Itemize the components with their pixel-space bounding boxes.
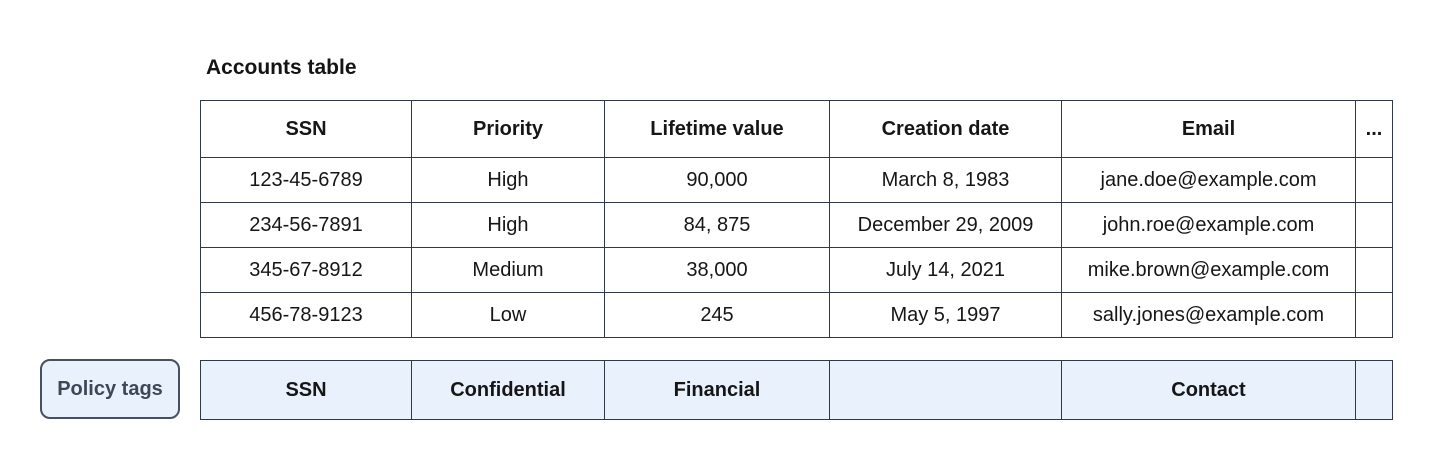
cell-lifetime-value: 245 [604, 292, 830, 338]
accounts-table: SSN Priority Lifetime value Creation dat… [200, 100, 1393, 338]
policy-tag-cells: SSN Confidential Financial Contact [200, 360, 1393, 420]
cell-priority: High [411, 157, 605, 203]
accounts-table-title: Accounts table [206, 56, 357, 79]
header-row: SSN Priority Lifetime value Creation dat… [200, 100, 1393, 158]
cell-creation-date: May 5, 1997 [829, 292, 1062, 338]
cell-ssn: 123-45-6789 [200, 157, 412, 203]
table-row: 345-67-8912 Medium 38,000 July 14, 2021 … [200, 247, 1393, 293]
cell-more [1355, 292, 1393, 338]
table-row: 234-56-7891 High 84, 875 December 29, 20… [200, 202, 1393, 248]
cell-more [1355, 202, 1393, 248]
header-ssn: SSN [200, 100, 412, 158]
cell-priority: Low [411, 292, 605, 338]
policy-tag-empty-2 [1355, 360, 1393, 420]
header-email: Email [1061, 100, 1356, 158]
policy-tags-button[interactable]: Policy tags [40, 359, 180, 419]
policy-tag-empty-1 [829, 360, 1062, 420]
cell-email: john.roe@example.com [1061, 202, 1356, 248]
policy-tag-contact: Contact [1061, 360, 1356, 420]
policy-tag-financial: Financial [604, 360, 830, 420]
cell-lifetime-value: 38,000 [604, 247, 830, 293]
policy-tags-row: SSN Confidential Financial Contact [200, 360, 1393, 420]
cell-ssn: 345-67-8912 [200, 247, 412, 293]
table-row: 456-78-9123 Low 245 May 5, 1997 sally.jo… [200, 292, 1393, 338]
cell-more [1355, 157, 1393, 203]
cell-creation-date: July 14, 2021 [829, 247, 1062, 293]
header-creation-date: Creation date [829, 100, 1062, 158]
table-row: 123-45-6789 High 90,000 March 8, 1983 ja… [200, 157, 1393, 203]
cell-email: mike.brown@example.com [1061, 247, 1356, 293]
cell-more [1355, 247, 1393, 293]
cell-priority: High [411, 202, 605, 248]
cell-creation-date: December 29, 2009 [829, 202, 1062, 248]
cell-ssn: 456-78-9123 [200, 292, 412, 338]
policy-tag-confidential: Confidential [411, 360, 605, 420]
cell-email: jane.doe@example.com [1061, 157, 1356, 203]
cell-ssn: 234-56-7891 [200, 202, 412, 248]
cell-email: sally.jones@example.com [1061, 292, 1356, 338]
cell-creation-date: March 8, 1983 [829, 157, 1062, 203]
policy-tag-ssn: SSN [200, 360, 412, 420]
header-more-options[interactable]: ... [1355, 100, 1393, 158]
header-lifetime-value: Lifetime value [604, 100, 830, 158]
header-priority: Priority [411, 100, 605, 158]
cell-lifetime-value: 90,000 [604, 157, 830, 203]
cell-lifetime-value: 84, 875 [604, 202, 830, 248]
cell-priority: Medium [411, 247, 605, 293]
